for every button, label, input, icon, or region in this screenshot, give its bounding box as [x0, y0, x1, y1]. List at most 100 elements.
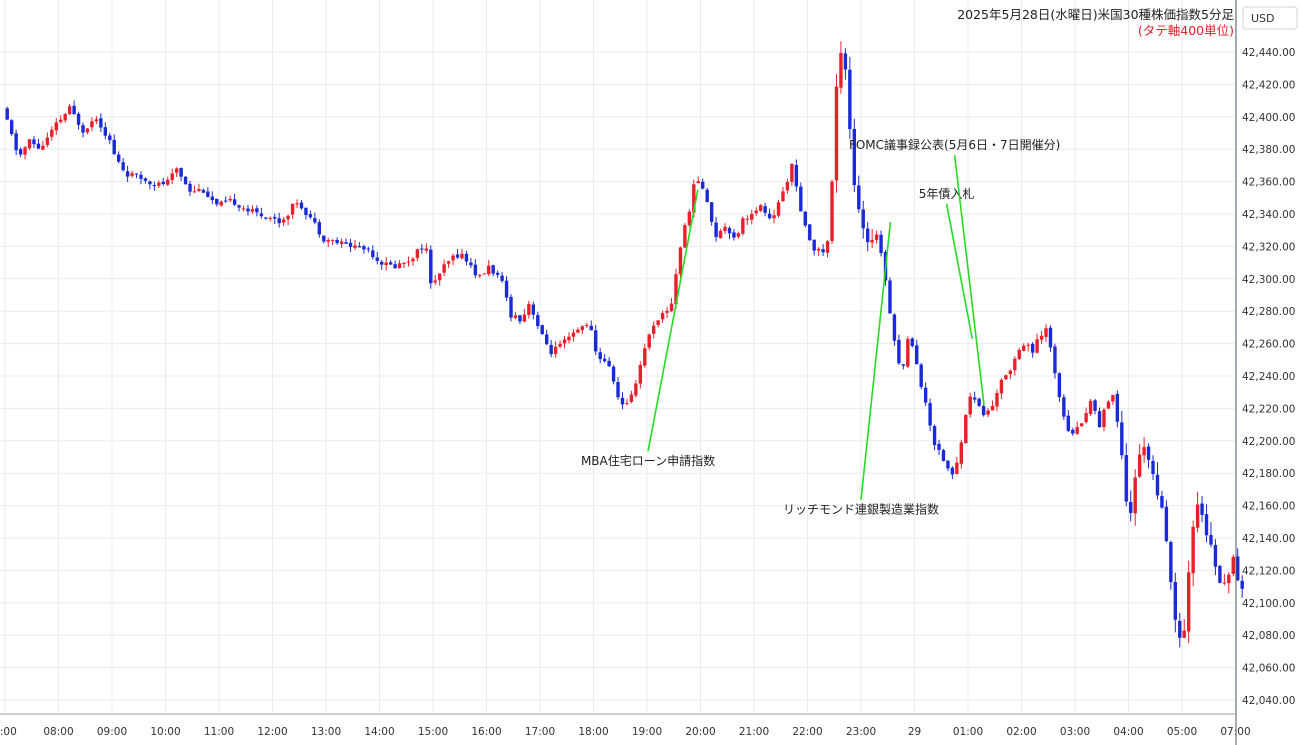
candle-body — [941, 450, 946, 461]
candle — [500, 271, 504, 283]
candle-body — [322, 235, 326, 242]
candle — [121, 158, 125, 172]
candle — [892, 313, 897, 346]
candle — [683, 223, 687, 249]
candle-body — [219, 201, 223, 206]
candle-body — [544, 334, 549, 345]
candle — [215, 198, 219, 207]
candle-body — [1151, 460, 1155, 475]
candle-body — [215, 198, 219, 205]
candle — [549, 339, 553, 358]
candle-body — [794, 164, 799, 187]
candle-body — [1164, 506, 1169, 542]
annotation: リッチモンド連銀製造業指数 — [783, 222, 939, 517]
candle — [1079, 423, 1084, 428]
candle-body — [629, 394, 634, 402]
x-tick-label: 02:00 — [1006, 726, 1036, 738]
candle-body — [85, 128, 90, 133]
candle — [1155, 462, 1160, 500]
candle — [776, 199, 781, 218]
candle — [85, 127, 90, 135]
candle — [972, 391, 977, 403]
candle-body — [9, 120, 14, 135]
candle — [669, 297, 674, 312]
y-tick-label: 42,420.00 — [1242, 79, 1295, 91]
x-tick-label: 15:00 — [418, 726, 448, 738]
candle — [964, 413, 968, 444]
candle — [45, 132, 50, 148]
candle-body — [745, 218, 750, 220]
candle-body — [415, 249, 420, 258]
candle — [781, 186, 785, 202]
candle — [611, 364, 616, 385]
candle-body — [1004, 375, 1008, 380]
candle — [36, 138, 41, 149]
candle — [380, 259, 384, 270]
x-tick-label: 7:00 — [0, 726, 17, 738]
candle — [977, 397, 981, 408]
y-tick-label: 42,320.00 — [1242, 241, 1295, 253]
candle-body — [1236, 556, 1240, 581]
candle — [839, 41, 843, 94]
candle-body — [576, 329, 580, 333]
candle-body — [455, 254, 460, 258]
candle-body — [429, 249, 433, 284]
candle — [59, 115, 63, 124]
candle-body — [874, 234, 879, 240]
candle — [362, 244, 366, 254]
candle-body — [750, 213, 754, 220]
grid — [0, 0, 1236, 714]
candle — [999, 378, 1004, 400]
candle-body — [977, 398, 981, 406]
candle — [148, 180, 152, 190]
candle — [429, 245, 433, 289]
candle — [1111, 394, 1115, 405]
candle-body — [518, 315, 522, 322]
candle-body — [1191, 526, 1195, 574]
candle-body — [598, 352, 602, 360]
candle — [625, 398, 629, 406]
candle-body — [188, 183, 192, 192]
candle — [90, 117, 94, 132]
candle — [874, 230, 879, 244]
candle-body — [932, 426, 937, 446]
candle-body — [478, 275, 482, 277]
candle-body — [36, 143, 41, 149]
candle-body — [964, 415, 968, 444]
y-tick-label: 42,300.00 — [1242, 274, 1295, 286]
candle — [1048, 325, 1053, 352]
candle-body — [651, 325, 656, 334]
candle-body — [527, 303, 531, 315]
candle-body — [326, 240, 330, 242]
candle-body — [313, 218, 317, 223]
candle — [714, 217, 718, 242]
candle — [116, 151, 121, 164]
candle — [313, 212, 317, 225]
candle-body — [1026, 344, 1030, 346]
candle — [1182, 619, 1186, 639]
candle — [830, 179, 834, 244]
candle-body — [594, 330, 598, 352]
candle-body — [1030, 343, 1035, 353]
x-tick-label: 20:00 — [685, 726, 715, 738]
candle-body — [950, 467, 955, 475]
y-tick-label: 42,220.00 — [1242, 403, 1295, 415]
candle-body — [732, 232, 736, 238]
candle-body — [1044, 328, 1048, 337]
candle — [402, 261, 406, 269]
candle-body — [375, 257, 379, 261]
candle — [763, 202, 767, 217]
candle — [1137, 444, 1142, 478]
y-tick-label: 42,080.00 — [1242, 630, 1295, 642]
candle — [1017, 347, 1021, 361]
candle — [1227, 572, 1231, 594]
candle — [125, 165, 130, 182]
x-tick-label: 05:00 — [1167, 726, 1197, 738]
currency-badge[interactable]: USD — [1242, 6, 1298, 30]
candle — [513, 311, 518, 320]
x-tick-label: 11:00 — [204, 726, 234, 738]
y-tick-label: 42,440.00 — [1242, 47, 1295, 59]
candle — [834, 74, 839, 193]
candle-body — [892, 314, 897, 341]
